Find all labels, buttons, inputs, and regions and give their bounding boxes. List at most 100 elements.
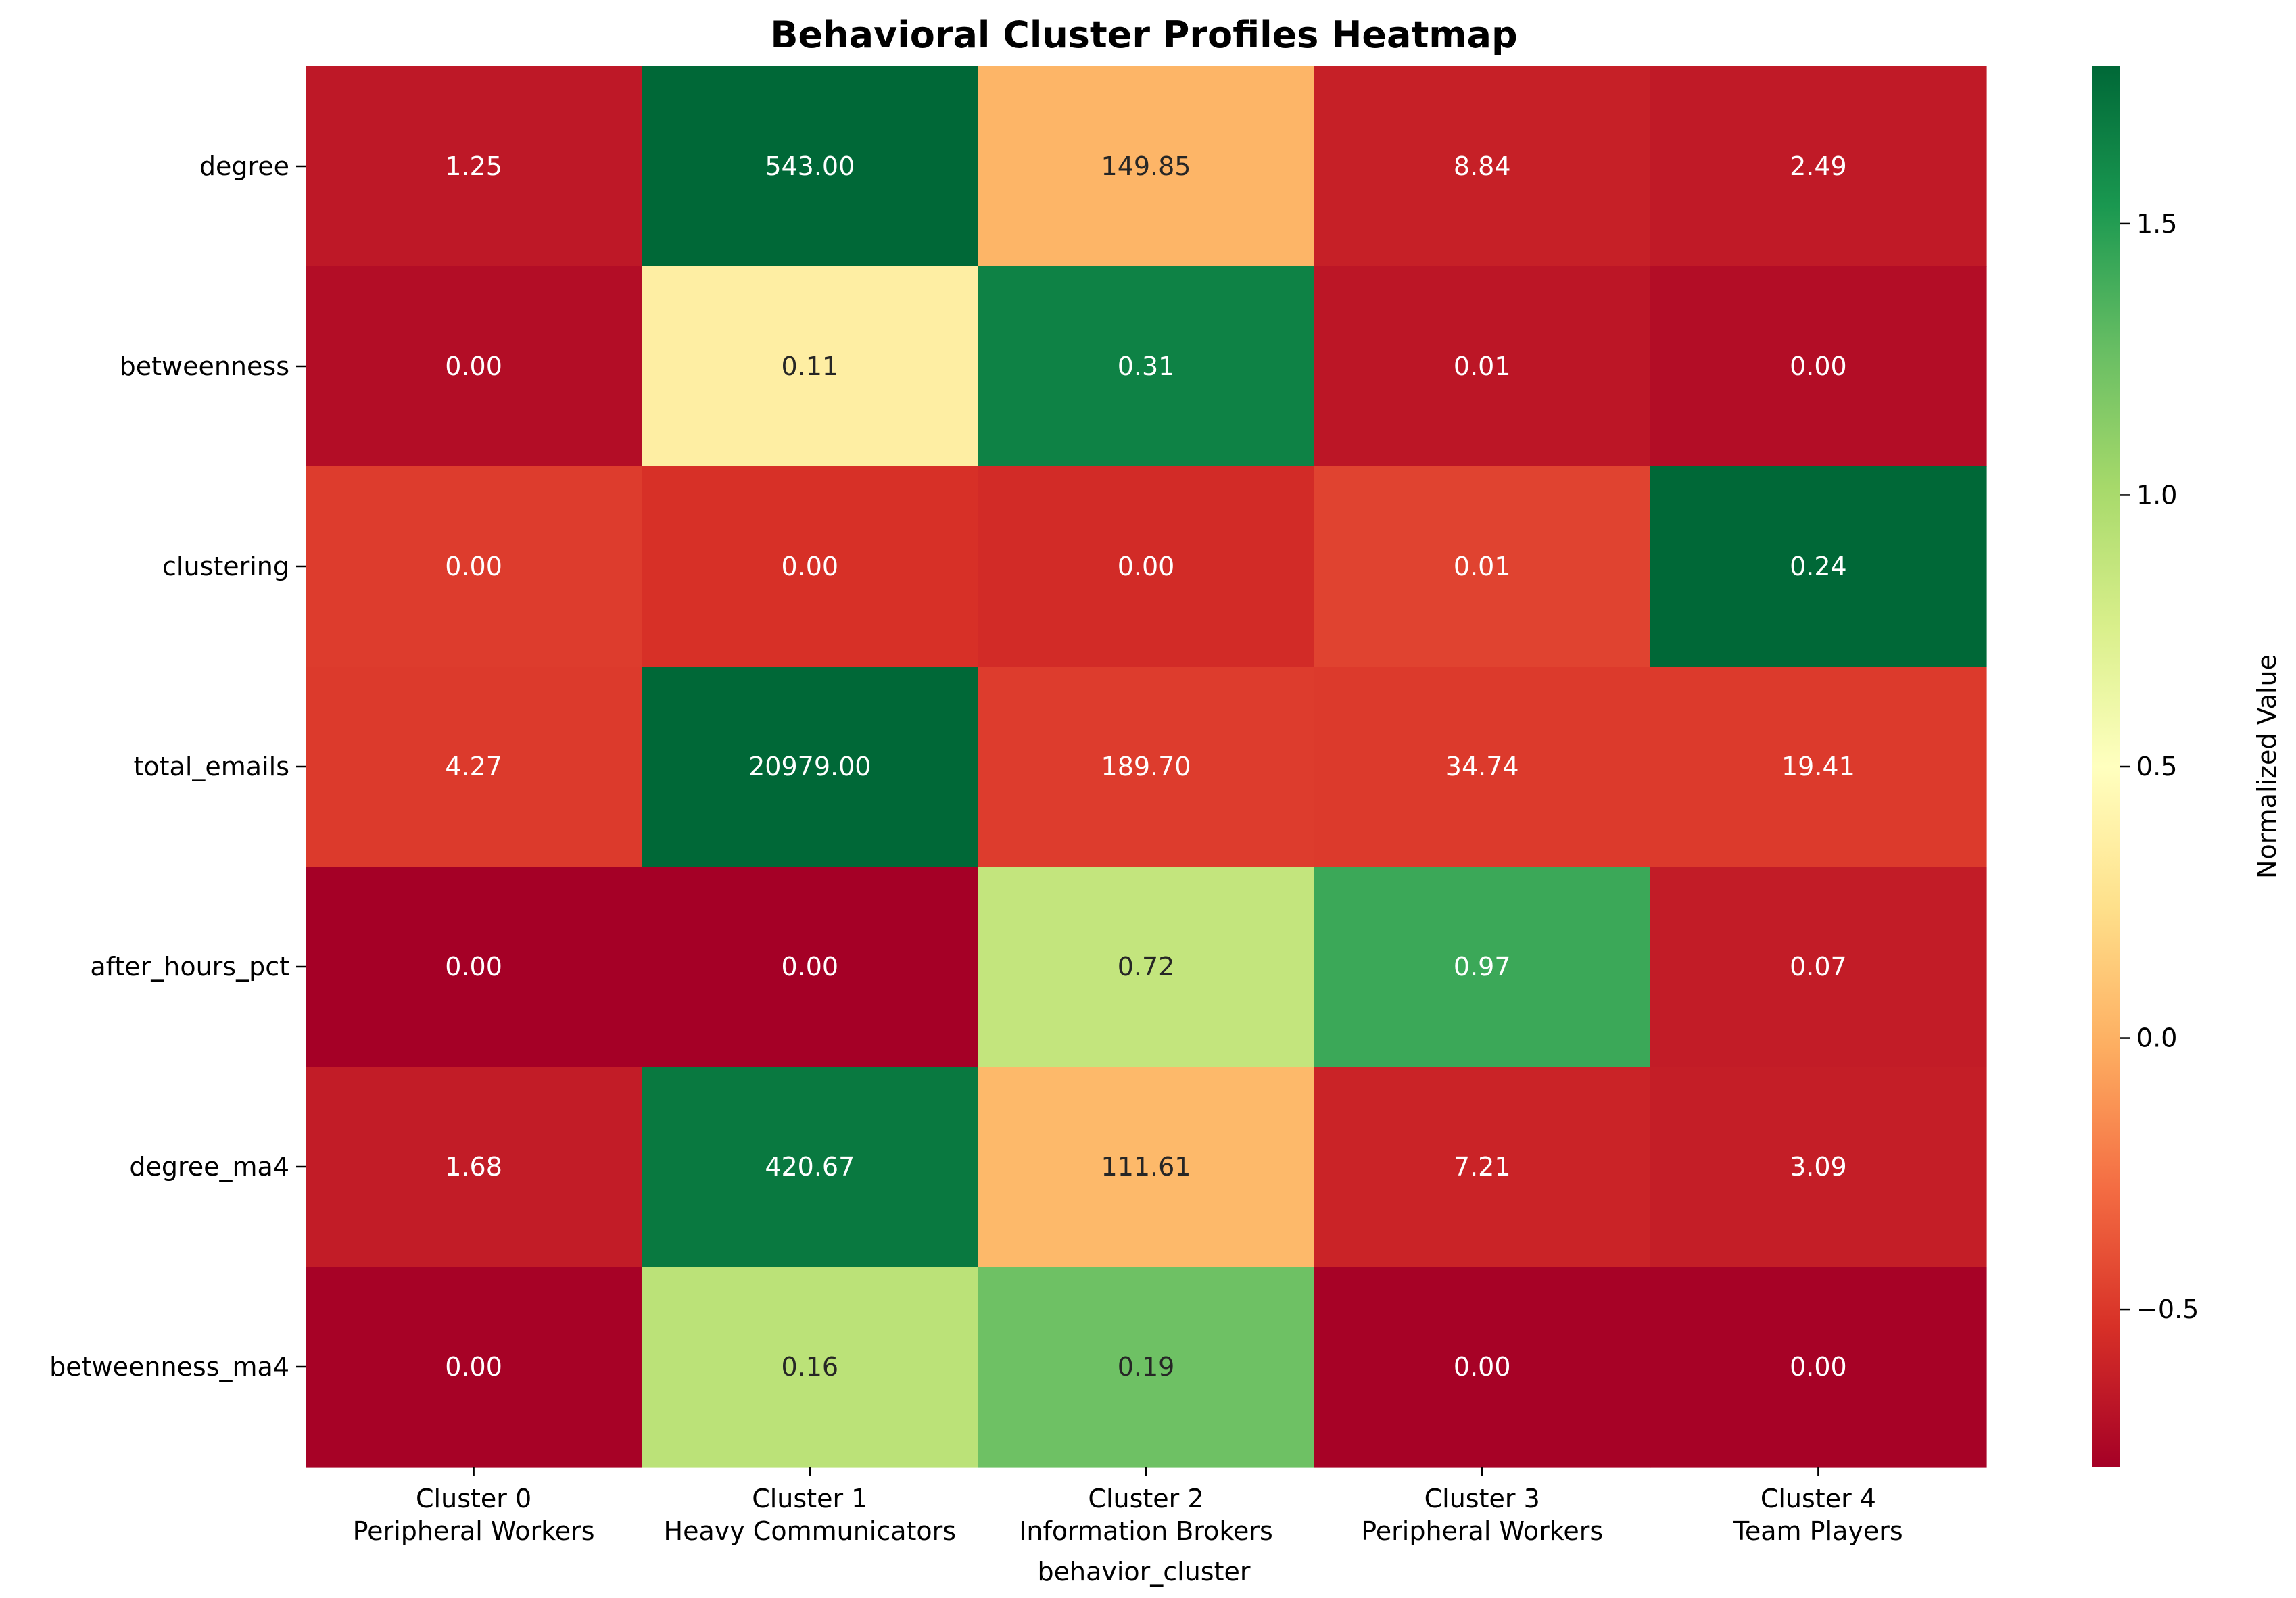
- heatmap-cell: [1650, 66, 1987, 267]
- cell-value-label: 1.68: [445, 1152, 502, 1182]
- cell-value-label: 189.70: [1101, 752, 1191, 781]
- heatmap-cell: [978, 266, 1315, 467]
- cell-value-label: 0.00: [445, 952, 502, 982]
- cell-value-label: 0.01: [1454, 352, 1511, 381]
- cell-value-label: 0.00: [1454, 1352, 1511, 1382]
- cell-value-label: 0.00: [445, 1352, 502, 1382]
- cell-value-label: 0.07: [1790, 952, 1847, 982]
- row-label: degree_ma4: [129, 1152, 289, 1182]
- cell-value-label: 0.72: [1118, 952, 1175, 982]
- column-label-line2: Peripheral Workers: [353, 1516, 595, 1546]
- heatmap-cell: [306, 1267, 642, 1468]
- cell-value-label: 0.00: [445, 352, 502, 381]
- column-label-line1: Cluster 3: [1425, 1484, 1540, 1514]
- heatmap-cell: [1650, 667, 1987, 867]
- cell-value-label: 0.24: [1790, 552, 1847, 581]
- cell-value-label: 7.21: [1454, 1152, 1511, 1182]
- cell-value-label: 0.00: [781, 552, 838, 581]
- cell-value-label: 543.00: [765, 151, 855, 181]
- heatmap-cell: [978, 466, 1315, 667]
- cell-value-label: 19.41: [1781, 752, 1855, 781]
- heatmap-cell: [978, 1067, 1315, 1267]
- column-label-line1: Cluster 2: [1088, 1484, 1203, 1514]
- cell-value-label: 2.49: [1790, 151, 1847, 181]
- cell-value-label: 0.31: [1118, 352, 1175, 381]
- chart-title: Behavioral Cluster Profiles Heatmap: [770, 14, 1517, 56]
- heatmap-cell: [978, 1267, 1315, 1468]
- cell-value-label: 420.67: [765, 1152, 855, 1182]
- colorbar: 1.5 1.0 0.5 0.0 −0.5: [2092, 66, 2199, 1467]
- heatmap-cell: [978, 867, 1315, 1067]
- row-label: betweenness_ma4: [49, 1352, 289, 1382]
- row-label: total_emails: [134, 752, 290, 781]
- heatmap-cell: [642, 266, 978, 467]
- heatmap-cell: [642, 66, 978, 267]
- heatmap-cell: [1314, 1067, 1651, 1267]
- colorbar-tick-label: 1.0: [2136, 480, 2177, 510]
- heatmap-cell: [642, 1267, 978, 1468]
- row-label: degree: [199, 151, 289, 181]
- colorbar-tick-label: 0.0: [2136, 1023, 2177, 1053]
- cell-value-label: 0.01: [1454, 552, 1511, 581]
- column-label-line1: Cluster 0: [416, 1484, 531, 1514]
- cell-value-label: 4.27: [445, 752, 502, 781]
- heatmap-cell: [1314, 1267, 1651, 1468]
- cell-value-label: 0.19: [1118, 1352, 1175, 1382]
- cell-value-label: 0.00: [445, 552, 502, 581]
- colorbar-gradient: [2092, 66, 2120, 1467]
- column-label-line2: Information Brokers: [1019, 1516, 1273, 1546]
- row-labels: degree betweenness clustering total_emailsa…: [49, 151, 306, 1382]
- cell-value-label: 149.85: [1101, 151, 1191, 181]
- heatmap-cell: [642, 466, 978, 667]
- column-label-line2: Team Players: [1733, 1516, 1903, 1546]
- cell-value-label: 0.00: [781, 952, 838, 982]
- heatmap-cell: [1650, 466, 1987, 667]
- heatmap-cell: [642, 867, 978, 1067]
- heatmap-cell: [306, 667, 642, 867]
- cell-value-label: 34.74: [1445, 752, 1519, 781]
- cell-value-label: 111.61: [1101, 1152, 1191, 1182]
- heatmap-cell: [642, 667, 978, 867]
- heatmap-cell: [306, 1067, 642, 1267]
- cell-value-label: 0.00: [1790, 352, 1847, 381]
- column-label-line2: Heavy Communicators: [664, 1516, 957, 1546]
- cell-value-label: 0.97: [1454, 952, 1511, 982]
- heatmap-cell: [1314, 66, 1651, 267]
- colorbar-label: Normalized Value: [2252, 654, 2282, 879]
- colorbar-tick-label: 1.5: [2136, 209, 2177, 239]
- heatmap-cell: [306, 867, 642, 1067]
- heatmap-cell: [1314, 266, 1651, 467]
- colorbar-tick-label: 0.5: [2136, 752, 2177, 781]
- cell-value-label: 1.25: [445, 151, 502, 181]
- cell-value-label: 3.09: [1790, 1152, 1847, 1182]
- row-label: betweenness: [120, 352, 289, 381]
- heatmap-cell: [306, 266, 642, 467]
- column-label-line1: Cluster 1: [752, 1484, 867, 1514]
- heatmap-cell: [1650, 1067, 1987, 1267]
- heatmap-cell: [1314, 867, 1651, 1067]
- column-label-line2: Peripheral Workers: [1361, 1516, 1603, 1546]
- row-label: clustering: [162, 552, 289, 581]
- cell-value-label: 8.84: [1454, 151, 1511, 181]
- heatmap-cell: [306, 66, 642, 267]
- heatmap-cell: [306, 466, 642, 667]
- heatmap-cells: 1.25 543.00 149.85 8.84 2.49 0.00 0.11 0.31 0.01…: [306, 66, 1987, 1468]
- heatmap-cell: [1650, 1267, 1987, 1468]
- x-axis-label: behavior_cluster: [1037, 1557, 1250, 1587]
- heatmap-cell: [978, 667, 1315, 867]
- colorbar-tick-label: −0.5: [2136, 1294, 2199, 1324]
- cell-value-label: 0.11: [781, 352, 838, 381]
- heatmap-cell: [642, 1067, 978, 1267]
- cell-value-label: 0.16: [781, 1352, 838, 1382]
- heatmap-cell: [978, 66, 1315, 267]
- row-label: after_hours_pct: [90, 952, 289, 982]
- column-label-line1: Cluster 4: [1761, 1484, 1876, 1514]
- heatmap-cell: [1314, 667, 1651, 867]
- heatmap-cell: [1650, 867, 1987, 1067]
- heatmap-cell: [1314, 466, 1651, 667]
- cell-value-label: 0.00: [1790, 1352, 1847, 1382]
- cell-value-label: 20979.00: [748, 752, 871, 781]
- heatmap-cell: [1650, 266, 1987, 467]
